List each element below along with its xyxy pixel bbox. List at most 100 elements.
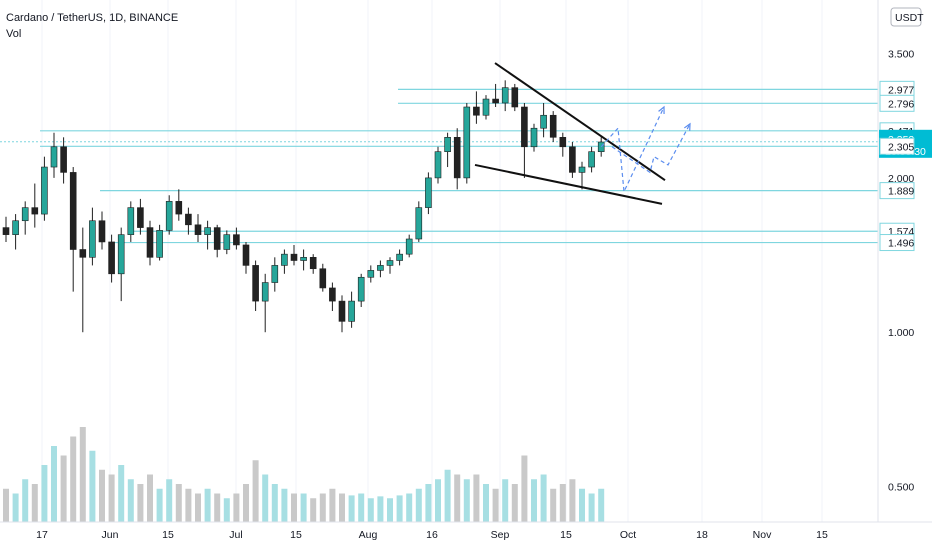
candle[interactable] <box>415 207 423 240</box>
candle[interactable] <box>223 234 231 250</box>
candle[interactable] <box>252 265 259 302</box>
candle[interactable] <box>12 220 19 235</box>
level-label: 2.305 <box>888 141 914 153</box>
y-axis-tick: 1.000 <box>888 327 914 339</box>
candle[interactable] <box>156 230 163 258</box>
candle[interactable] <box>31 207 39 215</box>
volume-bar <box>281 488 288 522</box>
candle[interactable] <box>501 87 509 104</box>
y-axis-tick: 3.500 <box>888 48 914 60</box>
candle[interactable] <box>597 141 605 152</box>
candle[interactable] <box>530 127 538 148</box>
candle[interactable] <box>127 207 135 235</box>
candle[interactable] <box>89 220 96 258</box>
candle[interactable] <box>319 268 327 289</box>
candle[interactable] <box>117 234 125 275</box>
candle[interactable] <box>377 265 384 271</box>
candle[interactable] <box>578 166 586 173</box>
volume-bar <box>483 484 489 522</box>
candle[interactable] <box>367 270 375 278</box>
candle[interactable] <box>482 98 490 116</box>
currency-badge[interactable] <box>890 7 922 27</box>
candle[interactable] <box>569 146 576 173</box>
x-axis-tick: 15 <box>560 529 572 541</box>
candle[interactable] <box>213 227 221 250</box>
candle[interactable] <box>204 227 211 235</box>
candle[interactable] <box>549 114 557 138</box>
candle[interactable] <box>108 241 115 275</box>
candle[interactable] <box>290 253 298 261</box>
volume-bar <box>60 455 67 522</box>
candle[interactable] <box>309 257 317 270</box>
candle[interactable] <box>242 244 250 266</box>
volume-bar <box>291 493 297 522</box>
volume-bar <box>70 436 77 522</box>
candle[interactable] <box>185 213 192 226</box>
candle[interactable] <box>175 201 183 215</box>
candle[interactable] <box>444 137 451 152</box>
x-axis-tick: Sep <box>491 529 510 541</box>
candle[interactable] <box>271 265 279 283</box>
candle[interactable] <box>521 106 528 148</box>
candle[interactable] <box>60 146 67 173</box>
volume-bar <box>444 469 451 522</box>
upper-trendline[interactable] <box>494 62 666 181</box>
projection-arrowhead <box>683 122 691 131</box>
candle[interactable] <box>492 98 499 104</box>
volume-bar <box>300 493 307 522</box>
candle[interactable] <box>434 151 442 179</box>
volume-bar <box>387 498 393 522</box>
candle[interactable] <box>2 227 10 235</box>
volume-bar <box>185 488 192 522</box>
candle[interactable] <box>261 282 269 302</box>
lower-trendline[interactable] <box>474 163 663 205</box>
candle[interactable] <box>50 146 58 168</box>
volume-bar <box>348 495 355 522</box>
volume-bar <box>396 495 403 522</box>
volume-bar <box>51 446 57 522</box>
candle[interactable] <box>511 87 519 108</box>
volume-bar <box>492 488 499 522</box>
candle[interactable] <box>165 201 173 231</box>
candle[interactable] <box>137 207 144 228</box>
volume-bar <box>319 493 326 522</box>
candle[interactable] <box>233 234 240 246</box>
volume-bar <box>521 455 528 522</box>
volume-bar <box>31 484 38 522</box>
candle[interactable] <box>21 207 29 222</box>
candle[interactable] <box>463 106 471 179</box>
candle[interactable] <box>425 177 432 208</box>
candle[interactable] <box>386 260 394 266</box>
volume-bar <box>243 484 249 522</box>
candle[interactable] <box>79 249 87 258</box>
candle[interactable] <box>588 151 595 168</box>
candle[interactable] <box>357 276 365 302</box>
candle[interactable] <box>540 114 547 129</box>
candle[interactable] <box>559 137 567 148</box>
candle[interactable] <box>69 172 77 250</box>
volume-bar <box>79 427 86 522</box>
candle[interactable] <box>41 166 48 215</box>
x-axis-tick: 16 <box>426 529 438 541</box>
candle[interactable] <box>146 227 154 258</box>
level-label: 2.977 <box>888 84 914 96</box>
candle[interactable] <box>348 300 355 322</box>
volume-bar <box>531 479 537 522</box>
candle[interactable] <box>300 257 307 261</box>
candle[interactable] <box>329 287 336 302</box>
candle[interactable] <box>396 253 403 261</box>
candle[interactable] <box>473 106 480 116</box>
candle[interactable] <box>453 137 461 179</box>
volume-bar <box>540 474 547 522</box>
volume-bar <box>473 474 480 522</box>
candle[interactable] <box>281 253 288 266</box>
candle[interactable] <box>338 300 346 322</box>
candle[interactable] <box>98 220 106 243</box>
candle[interactable] <box>194 224 202 235</box>
volume-bar <box>99 469 105 522</box>
projection-path <box>600 106 665 194</box>
x-axis-tick: Jun <box>102 529 119 541</box>
volume-bar <box>415 488 422 522</box>
candle[interactable] <box>405 238 413 255</box>
